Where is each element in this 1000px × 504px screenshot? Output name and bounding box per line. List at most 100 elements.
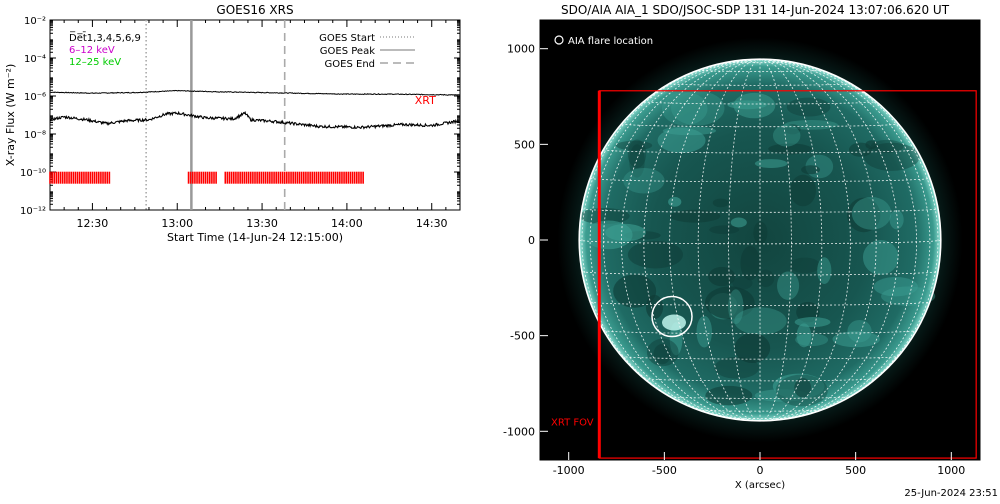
- dark-region: [740, 246, 761, 281]
- bright-region: [832, 331, 880, 348]
- longitude-line: [759, 58, 931, 421]
- x-tick-label: -500: [652, 464, 677, 477]
- goes-xrs-panel: GOES16 XRS 10⁻² 10⁻⁴ 10⁻⁶ 10⁻⁸ 10⁻¹⁰ 10⁻¹² 12:3…: [0, 0, 480, 260]
- bright-region: [734, 307, 787, 335]
- longitude-line: [621, 58, 761, 422]
- xrs-series-short: [49, 110, 461, 130]
- dark-region: [789, 174, 817, 207]
- goes-title: GOES16 XRS: [216, 3, 293, 17]
- latitude-line: [603, 330, 917, 335]
- solar-limb: [578, 58, 942, 422]
- xrt-fov-label: XRT FOV: [551, 418, 594, 429]
- dark-region: [789, 257, 821, 274]
- xrt-label: XRT: [415, 94, 436, 107]
- x-tick-label: 500: [845, 464, 866, 477]
- bright-region: [730, 217, 747, 228]
- y-tick-label: 10⁻⁴: [24, 54, 46, 65]
- dark-region: [627, 240, 683, 269]
- longitude-line: [602, 58, 761, 421]
- dark-region: [768, 143, 813, 155]
- legend-channel-1: 6–12 keV: [69, 45, 115, 56]
- bright-region: [796, 323, 812, 348]
- y-tick-label: 10⁻¹²: [20, 206, 46, 217]
- dark-region: [757, 269, 775, 288]
- x-tick-label: 0: [757, 464, 764, 477]
- bright-region: [862, 239, 899, 275]
- latitude-line: [581, 271, 939, 276]
- x-tick-label: -1000: [553, 464, 585, 477]
- dark-region: [646, 338, 679, 367]
- dark-region: [784, 124, 801, 135]
- bright-region: [881, 286, 936, 306]
- dark-region: [669, 209, 721, 223]
- dark-region: [775, 374, 828, 407]
- x-tick-label: 14:00: [331, 217, 363, 230]
- y-tick-label: 10⁻¹⁰: [20, 168, 46, 179]
- bright-region: [696, 315, 713, 348]
- dark-region: [865, 140, 878, 150]
- x-tick-label: 14:30: [416, 217, 448, 230]
- dark-region: [847, 197, 881, 233]
- dark-region: [786, 97, 831, 117]
- bright-region: [728, 289, 744, 325]
- longitude-line: [589, 58, 761, 421]
- latitude-line: [643, 378, 877, 382]
- dark-region: [732, 276, 753, 290]
- dark-region: [629, 144, 645, 178]
- bright-region: [794, 317, 831, 328]
- dark-region: [863, 142, 920, 171]
- longitude-line: [759, 58, 918, 421]
- bright-region: [777, 271, 800, 300]
- legend-goes-end: GOES End: [325, 59, 375, 70]
- bright-region: [772, 124, 801, 147]
- x-tick-label: 12:30: [77, 217, 109, 230]
- dark-region: [734, 333, 771, 363]
- legend-goes-peak: GOES Peak: [320, 46, 375, 57]
- xrs-series-long: [50, 89, 461, 96]
- dark-region: [709, 225, 740, 235]
- legend-channel-0: D̅e̅t̄1,3,4,5,6,9: [69, 31, 141, 44]
- dark-region: [708, 266, 736, 287]
- legend-flare-symbol: [554, 35, 564, 45]
- flare-brightening: [662, 314, 686, 331]
- dark-region: [627, 139, 647, 169]
- bright-region: [817, 257, 832, 285]
- bright-region: [754, 159, 788, 168]
- x-tick-label: 13:30: [246, 217, 278, 230]
- aia-x-axis-label: X (arcsec): [735, 480, 785, 491]
- goes-y-axis-label: X-ray Flux (W m⁻²): [4, 64, 17, 166]
- bright-region: [795, 333, 829, 347]
- longitude-line: [643, 58, 761, 422]
- y-tick-label: 10⁻²: [24, 16, 46, 27]
- dark-region: [615, 140, 653, 151]
- bright-region: [727, 100, 767, 110]
- y-tick-label: 1000: [507, 43, 535, 56]
- dark-region: [704, 286, 755, 320]
- goes-x-axis-label: Start Time (14-Jun-24 12:15:00): [167, 231, 343, 244]
- longitude-line: [759, 58, 899, 422]
- y-tick-label: 10⁻⁸: [24, 130, 46, 141]
- bright-region: [851, 197, 892, 230]
- dark-region: [712, 198, 729, 208]
- longitude-line: [697, 58, 761, 422]
- dark-region: [801, 165, 821, 175]
- x-tick-label: 13:00: [161, 217, 193, 230]
- legend-goes-start: GOES Start: [319, 33, 375, 44]
- flare-location-circle: [651, 295, 693, 338]
- legend-flare-location: AIA flare location: [568, 36, 653, 47]
- longitude-line: [759, 58, 851, 422]
- x-tick-label: 1000: [937, 464, 965, 477]
- bright-region: [584, 220, 633, 250]
- bright-region: [668, 196, 682, 207]
- bright-region: [657, 127, 706, 153]
- aia-title: SDO/AIA AIA_1 SDO/JSOC-SDP 131 14-Jun-20…: [561, 3, 950, 17]
- aia-image-panel: SDO/AIA AIA_1 SDO/JSOC-SDP 131 14-Jun-20…: [490, 0, 1000, 500]
- y-tick-label: 0: [528, 234, 535, 247]
- longitude-line: [669, 58, 761, 422]
- legend-channel-2: 12–25 keV: [69, 57, 121, 68]
- aia-solar-image: SDO/AIA AIA_1 SDO/JSOC-SDP 131 14-Jun-20…: [503, 3, 981, 491]
- latitude-line: [621, 355, 899, 360]
- latitude-line: [603, 149, 917, 154]
- latitude-line: [589, 301, 931, 306]
- dark-region: [794, 378, 812, 398]
